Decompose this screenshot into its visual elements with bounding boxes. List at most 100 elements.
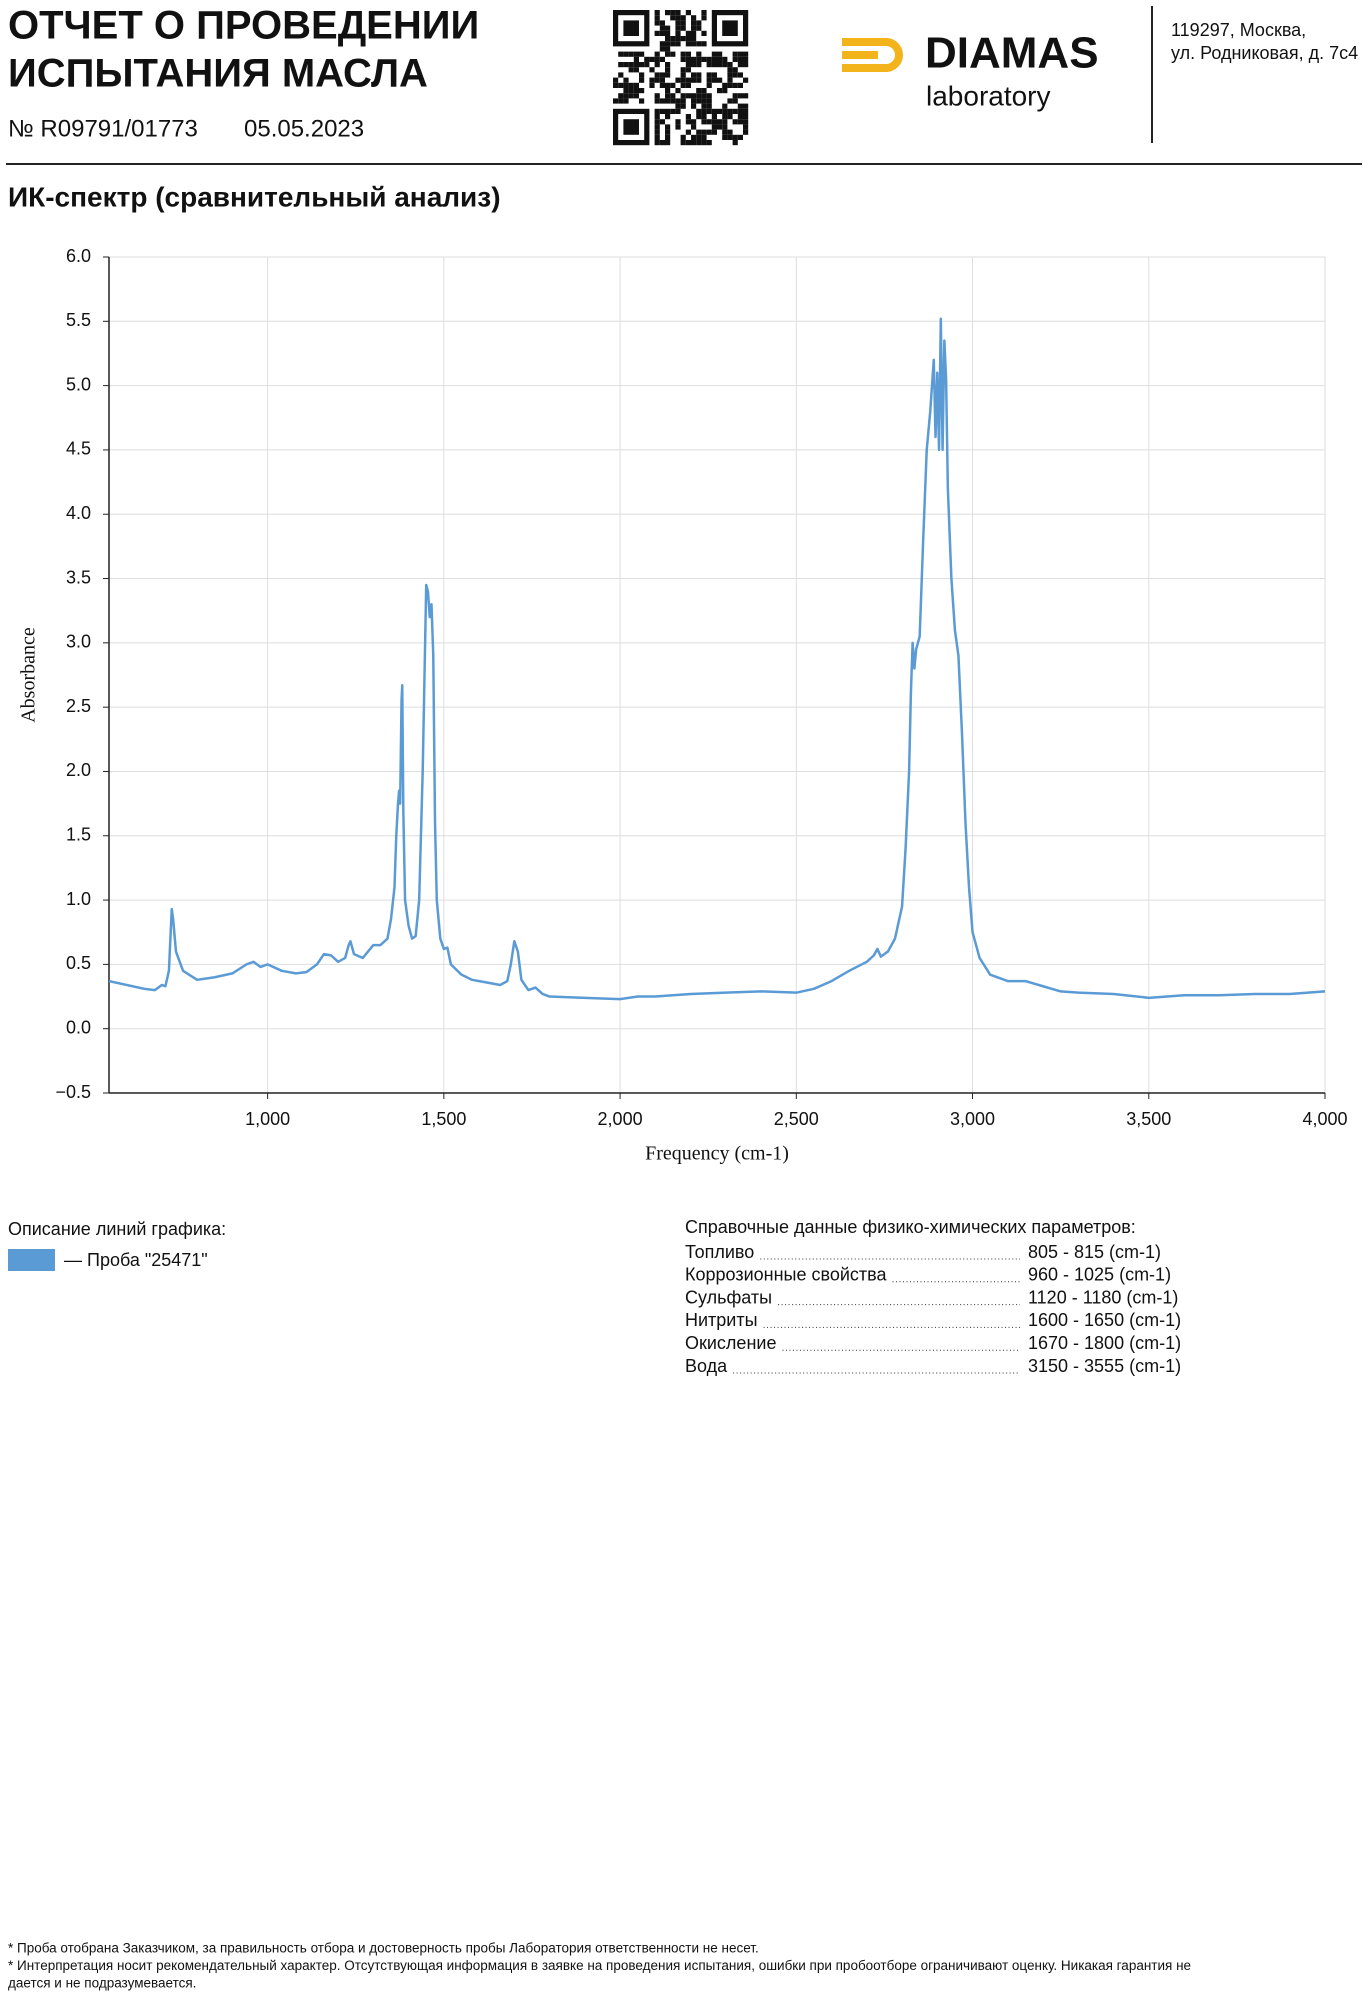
qr-module <box>737 56 743 62</box>
qr-module <box>732 93 738 99</box>
y-tick-label: 0.5 <box>66 953 91 973</box>
qr-module <box>711 72 717 78</box>
qr-module <box>722 56 728 62</box>
reference-range: 1670 - 1800 (cm-1) <box>1028 1333 1181 1353</box>
qr-module <box>696 88 702 94</box>
qr-module <box>711 62 717 68</box>
qr-module <box>691 72 697 78</box>
qr-module <box>696 41 702 47</box>
y-axis-label: Absorbance <box>18 627 40 723</box>
qr-module <box>706 77 712 83</box>
qr-module <box>644 62 650 68</box>
qr-module <box>696 108 702 114</box>
qr-finder <box>623 20 639 36</box>
x-tick-label: 4,000 <box>1302 1109 1347 1129</box>
qr-module <box>722 62 728 68</box>
qr-module <box>665 30 671 36</box>
legend-swatch <box>8 1249 55 1271</box>
qr-module <box>639 98 645 104</box>
qr-module <box>665 129 671 135</box>
qr-module <box>680 25 686 31</box>
qr-module <box>711 119 717 125</box>
y-tick-label: 3.5 <box>66 567 91 587</box>
qr-module <box>659 46 665 52</box>
qr-module <box>665 25 671 31</box>
qr-module <box>654 124 660 130</box>
qr-module <box>680 82 686 88</box>
qr-module <box>633 93 639 99</box>
qr-module <box>743 103 749 109</box>
qr-module <box>675 30 681 36</box>
title-line: ОТЧЕТ О ПРОВЕДЕНИИ <box>8 4 479 48</box>
qr-module <box>649 67 655 73</box>
x-tick-label: 1,500 <box>421 1109 466 1129</box>
qr-module <box>701 93 707 99</box>
qr-module <box>706 108 712 114</box>
reference-range: 960 - 1025 (cm-1) <box>1028 1265 1171 1285</box>
qr-module <box>691 77 697 83</box>
qr-module <box>737 103 743 109</box>
qr-module <box>665 36 671 42</box>
qr-module <box>691 25 697 31</box>
qr-module <box>623 77 629 83</box>
qr-module <box>670 10 676 16</box>
logo-icon <box>842 38 903 72</box>
qr-module <box>654 72 660 78</box>
qr-module <box>706 93 712 99</box>
y-tick-label: 4.0 <box>66 503 91 523</box>
qr-module <box>717 88 723 94</box>
y-tick-label: 1.0 <box>66 889 91 909</box>
qr-module <box>727 98 733 104</box>
qr-module <box>717 51 723 57</box>
qr-module <box>654 129 660 135</box>
qr-module <box>654 93 660 99</box>
qr-module <box>654 15 660 21</box>
qr-module <box>628 62 634 68</box>
qr-module <box>654 62 660 68</box>
qr-module <box>685 30 691 36</box>
reference-name: Топливо <box>685 1242 754 1262</box>
qr-module <box>685 82 691 88</box>
qr-module <box>685 51 691 57</box>
qr-module <box>706 119 712 125</box>
qr-module <box>654 20 660 26</box>
qr-module <box>732 134 738 140</box>
qr-module <box>670 98 676 104</box>
qr-module <box>665 62 671 68</box>
qr-module <box>680 140 686 146</box>
qr-module <box>685 129 691 135</box>
qr-module <box>717 119 723 125</box>
qr-module <box>732 51 738 57</box>
qr-module <box>665 72 671 78</box>
qr-finder <box>623 119 639 135</box>
qr-module <box>685 67 691 73</box>
qr-module <box>665 67 671 73</box>
qr-module <box>675 77 681 83</box>
qr-module <box>737 119 743 125</box>
y-tick-label: 2.0 <box>66 760 91 780</box>
qr-module <box>691 93 697 99</box>
qr-module <box>623 98 629 104</box>
qr-module <box>696 134 702 140</box>
qr-module <box>685 114 691 120</box>
qr-module <box>722 129 728 135</box>
y-tick-label: 2.5 <box>66 696 91 716</box>
qr-module <box>696 114 702 120</box>
qr-module <box>639 88 645 94</box>
qr-finder <box>722 20 738 36</box>
qr-module <box>659 119 665 125</box>
qr-module <box>743 119 749 125</box>
footer-note: дается и не подразумевается. <box>8 1976 196 1991</box>
qr-module <box>665 88 671 94</box>
qr-module <box>654 140 660 146</box>
qr-module <box>675 41 681 47</box>
qr-module <box>670 15 676 21</box>
qr-code <box>613 10 749 146</box>
qr-module <box>711 108 717 114</box>
qr-module <box>696 129 702 135</box>
qr-module <box>675 25 681 31</box>
qr-module <box>706 82 712 88</box>
qr-module <box>680 72 686 78</box>
qr-module <box>649 82 655 88</box>
qr-module <box>654 56 660 62</box>
